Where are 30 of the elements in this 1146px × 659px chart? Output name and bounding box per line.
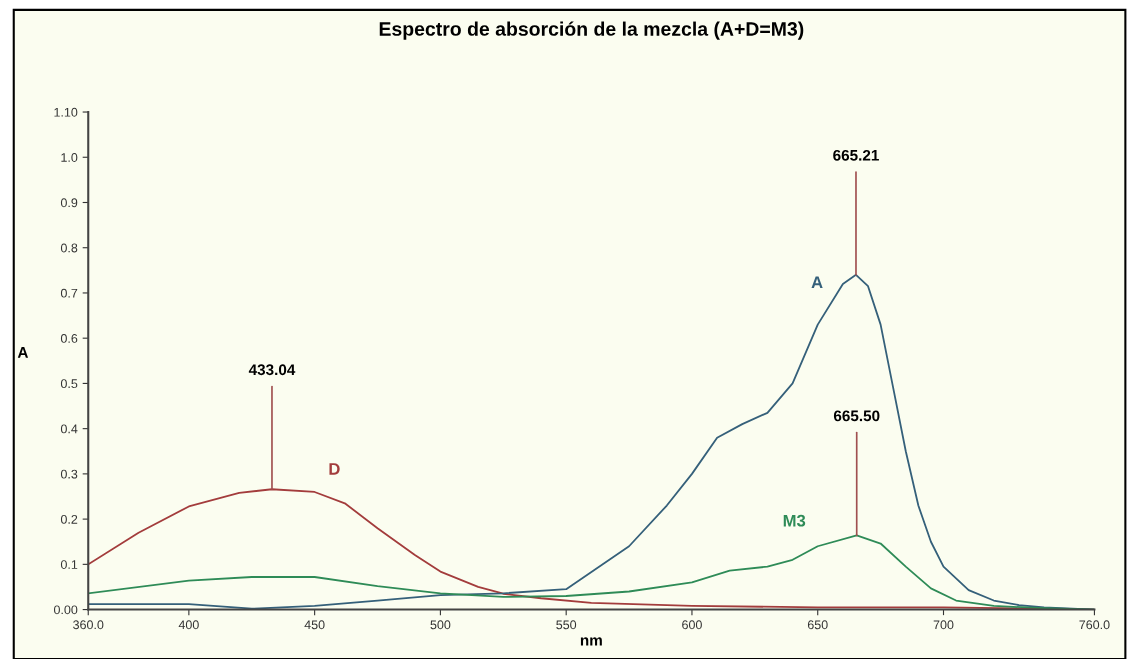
y-tick-label: 0.6: [60, 333, 78, 343]
y-tick-label: 0.1: [60, 560, 78, 569]
x-tick-label: 360.0: [73, 620, 104, 630]
y-tick-label: 0.9: [60, 198, 78, 208]
y-tick-label: 1.0: [61, 153, 78, 162]
x-tick-label: 450: [304, 620, 325, 630]
series-label: D: [329, 463, 340, 475]
x-tick-label: 500: [430, 620, 451, 630]
y-tick-label: 0.2: [60, 514, 78, 524]
series-label: A: [811, 276, 823, 289]
annotation: 665.21: [833, 149, 879, 161]
y-axis-title: A: [17, 347, 29, 358]
chart-title: Espectro de absorción de la mezcla (A+D=M3): [379, 21, 804, 40]
y-tick-label: 0.4: [60, 424, 78, 434]
x-tick-label: 700: [933, 620, 954, 630]
y-tick-label: 0.5: [60, 379, 78, 389]
x-tick-label: 650: [807, 620, 828, 630]
x-tick-label: 760.0: [1079, 620, 1110, 630]
series-label: M3: [783, 514, 806, 527]
y-tick-label: 0.3: [60, 469, 78, 479]
annotation: 665.50: [833, 410, 880, 422]
y-tick-label: 0.7: [60, 288, 78, 298]
y-tick-label: 0.00: [53, 605, 78, 615]
x-axis-title: nm: [580, 637, 602, 646]
y-tick-label: 0.8: [60, 243, 78, 253]
y-tick-label: 1.10: [54, 107, 78, 117]
x-tick-label: 550: [556, 620, 577, 630]
x-tick-label: 400: [178, 620, 199, 630]
annotation: 433.04: [248, 364, 296, 376]
x-tick-label: 600: [682, 620, 702, 630]
